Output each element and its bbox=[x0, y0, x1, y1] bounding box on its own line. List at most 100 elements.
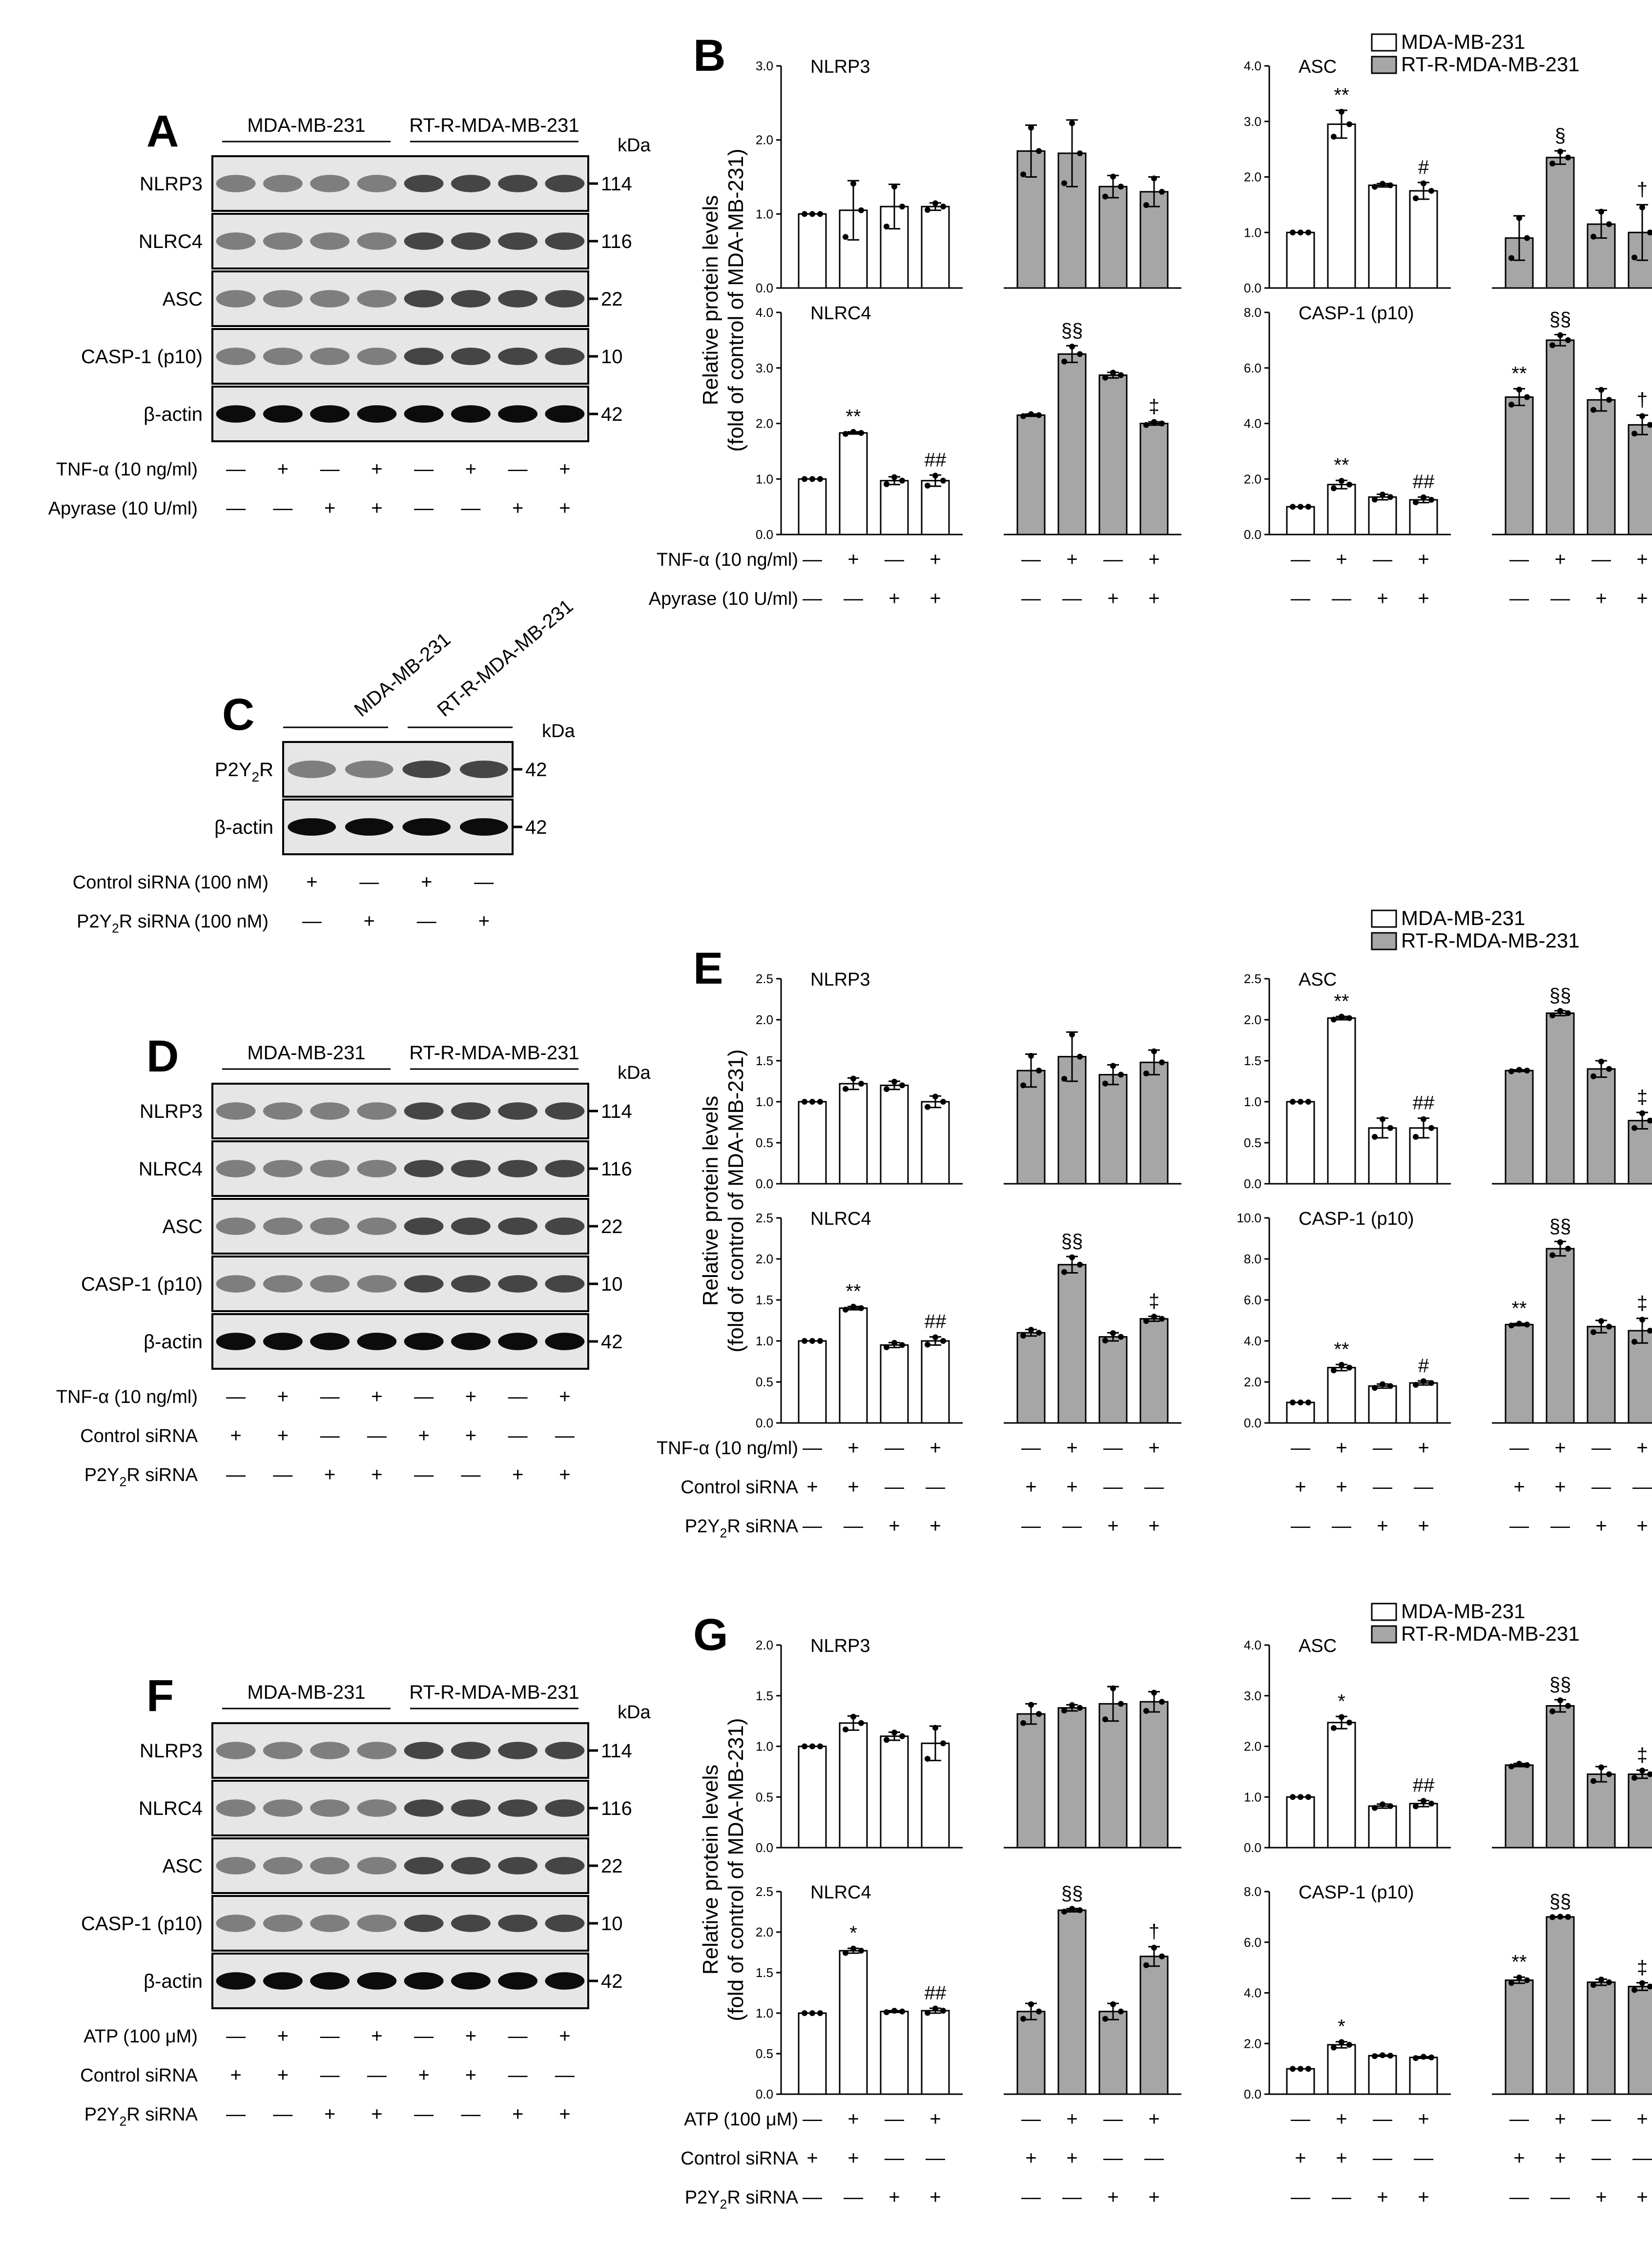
data-point bbox=[1028, 1052, 1034, 1059]
data-point bbox=[1143, 422, 1149, 428]
data-point bbox=[1590, 1329, 1596, 1335]
y-tick-label: 1.5 bbox=[756, 1053, 773, 1068]
data-point bbox=[850, 181, 856, 187]
blot-band bbox=[545, 1333, 585, 1350]
treatment-G-sign: — bbox=[1509, 2108, 1529, 2130]
blot-band bbox=[263, 290, 303, 308]
blot-band bbox=[310, 290, 350, 308]
data-point bbox=[1380, 2052, 1385, 2059]
blot-band bbox=[357, 1799, 397, 1817]
bar bbox=[1327, 123, 1356, 289]
bar bbox=[1368, 2055, 1397, 2095]
data-point bbox=[1061, 1708, 1067, 1714]
blot-treatment-sign: — bbox=[461, 1464, 480, 1485]
y-tick-label: 2.0 bbox=[1244, 1012, 1261, 1027]
panel-letter-E: E bbox=[693, 944, 723, 993]
bar bbox=[1368, 185, 1397, 289]
bar bbox=[1587, 1981, 1616, 2095]
legend-label-gray: RT-R-MDA-MB-231 bbox=[1401, 1622, 1580, 1645]
blot-protein-label: CASP-1 (p10) bbox=[81, 1274, 203, 1295]
blot-band bbox=[451, 1915, 491, 1932]
bar bbox=[1098, 374, 1128, 536]
y-tick-label: 4.0 bbox=[756, 305, 773, 320]
data-point bbox=[891, 1730, 897, 1736]
significance-mark: † bbox=[1149, 1921, 1159, 1942]
blot-band bbox=[498, 1799, 538, 1817]
treatment-E-label: Control siRNA bbox=[681, 1477, 798, 1498]
blot-band bbox=[357, 1857, 397, 1874]
blot-band bbox=[404, 1102, 444, 1120]
data-point bbox=[1413, 1133, 1419, 1140]
treatment-G-sign: + bbox=[1377, 2186, 1388, 2208]
treatment-G-sign: — bbox=[1291, 2186, 1310, 2208]
blot-band bbox=[216, 1972, 256, 1990]
treatment-G-sign: — bbox=[844, 2186, 863, 2208]
data-point bbox=[858, 430, 864, 436]
data-point bbox=[925, 206, 930, 213]
significance-mark: ** bbox=[1334, 84, 1349, 106]
treatment-G-sign: — bbox=[803, 2186, 822, 2208]
blot-band bbox=[216, 232, 256, 250]
treatment-G-sign: — bbox=[1021, 2186, 1041, 2208]
bar bbox=[1409, 1803, 1438, 1849]
data-point bbox=[1647, 1328, 1652, 1334]
significance-mark: §§ bbox=[1061, 320, 1083, 341]
blot-band bbox=[310, 1857, 350, 1874]
label-part: P2Y bbox=[77, 911, 112, 932]
data-point bbox=[1516, 1761, 1522, 1767]
data-point bbox=[1557, 1008, 1563, 1014]
data-point bbox=[1077, 1261, 1083, 1268]
blot-band bbox=[310, 348, 350, 365]
bar bbox=[1139, 1956, 1169, 2095]
data-point bbox=[858, 1720, 864, 1726]
y-tick-label: 1.0 bbox=[1244, 1094, 1261, 1109]
blot-treatment-sign: + bbox=[277, 2025, 289, 2047]
panel-letter-A: A bbox=[146, 106, 179, 156]
treatment-G-sign: + bbox=[1336, 2147, 1347, 2169]
blot-band bbox=[498, 348, 538, 365]
treatment-E-sign: + bbox=[1513, 1476, 1525, 1498]
data-point bbox=[809, 476, 815, 482]
treatment-G-sign: + bbox=[847, 2108, 859, 2130]
y-tick-label: 1.5 bbox=[756, 1689, 773, 1703]
blot-band bbox=[545, 175, 585, 192]
y-tick-label: 2.0 bbox=[1244, 1739, 1261, 1754]
treatment-G-sign: — bbox=[803, 2108, 822, 2130]
data-point bbox=[1077, 1907, 1083, 1914]
blot-band bbox=[498, 1102, 538, 1120]
treatment-E-sign: — bbox=[1509, 1437, 1529, 1459]
treatment-B-sign: + bbox=[888, 588, 900, 609]
data-point bbox=[884, 1344, 889, 1350]
treatment-E-label: TNF-α (10 ng/ml) bbox=[657, 1438, 798, 1459]
blot-band bbox=[263, 1915, 303, 1932]
data-point bbox=[1565, 1914, 1571, 1920]
blot-band bbox=[498, 1217, 538, 1235]
data-point bbox=[1598, 208, 1604, 215]
data-point bbox=[1298, 1794, 1303, 1800]
bar bbox=[921, 2010, 950, 2095]
data-point bbox=[858, 207, 864, 213]
data-point bbox=[1647, 1983, 1652, 1990]
data-point bbox=[1102, 193, 1108, 200]
y-tick-label: 0.0 bbox=[1244, 527, 1261, 542]
label-part: P2Y bbox=[215, 759, 252, 781]
data-point bbox=[940, 1099, 946, 1105]
y-tick-label: 1.0 bbox=[756, 2006, 773, 2020]
subplot-B-2: 0.0 1.0 2.0 3.0 4.0 ASC ** # § † bbox=[1244, 57, 1652, 295]
treatment-G-sign: — bbox=[1291, 2108, 1310, 2130]
treatment-B-sign: + bbox=[1148, 549, 1159, 570]
treatment-G-sign: — bbox=[1373, 2147, 1392, 2169]
y-tick-label: 6.0 bbox=[1244, 361, 1261, 375]
data-point bbox=[1110, 2001, 1116, 2007]
bar bbox=[1368, 1805, 1397, 1849]
blot-group-label: RT-R-MDA-MB-231 bbox=[409, 1042, 579, 1064]
data-point bbox=[1069, 1702, 1075, 1709]
data-point bbox=[1077, 1705, 1083, 1711]
bar bbox=[1327, 484, 1356, 536]
y-tick-label: 0.5 bbox=[756, 1135, 773, 1150]
treatment-E-sign: — bbox=[1021, 1515, 1041, 1537]
blot-band bbox=[216, 348, 256, 365]
treatment-G-sign: + bbox=[1148, 2186, 1159, 2208]
data-point bbox=[1036, 148, 1042, 154]
blot-treatment-sign: — bbox=[320, 2025, 340, 2047]
